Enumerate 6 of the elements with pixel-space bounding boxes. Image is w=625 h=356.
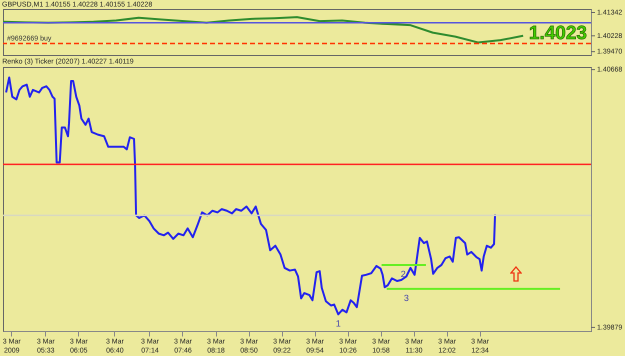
line-series [2,16,524,44]
line-series [5,76,496,316]
annotation: 1 [336,318,341,328]
annotation: 1.4023 [528,22,587,44]
annotation: 2 [400,269,406,279]
annotation: 3 [404,292,409,303]
